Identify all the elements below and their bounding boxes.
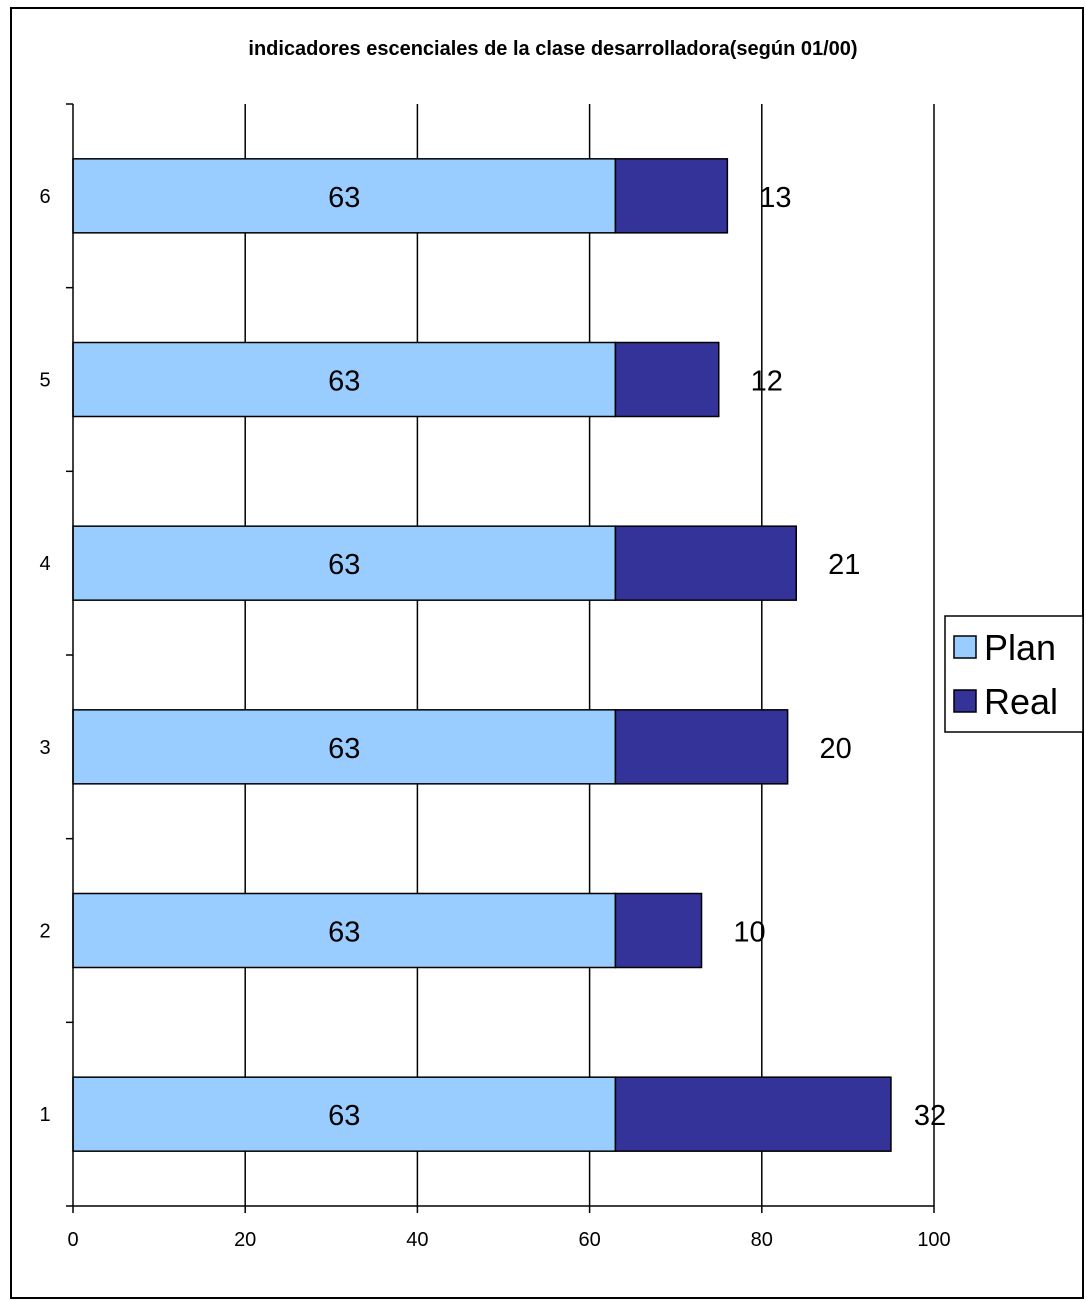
bar-plan-3 — [72, 709, 617, 785]
legend-swatch-real — [953, 689, 977, 713]
chart-title: indicadores escenciales de la clase desa… — [248, 38, 857, 60]
gridlines — [244, 104, 935, 1206]
data-label-plan-1: 63 — [328, 1100, 360, 1132]
data-label-real-1: 32 — [914, 1100, 946, 1132]
bar-real-2 — [614, 892, 703, 969]
data-label-plan-6: 63 — [328, 182, 360, 214]
legend: Plan Real — [944, 615, 1084, 733]
bar-real-3 — [614, 709, 789, 785]
data-label-plan-2: 63 — [328, 917, 360, 949]
x-tick-label: 20 — [234, 1229, 256, 1251]
bar-real-5 — [614, 341, 720, 418]
y-tick-label: 6 — [39, 186, 50, 208]
legend-label-real: Real — [984, 681, 1058, 722]
data-label-real-6: 13 — [759, 182, 791, 214]
data-label-plan-4: 63 — [328, 549, 360, 581]
y-tick-label: 2 — [39, 921, 50, 943]
bar-real-1 — [614, 1076, 892, 1152]
bar-real-6 — [614, 158, 729, 234]
x-tick-label: 60 — [578, 1229, 600, 1251]
bar-real-4 — [614, 525, 797, 601]
bar-plan-2 — [72, 892, 617, 969]
y-tick-label: 5 — [39, 370, 50, 392]
data-labels: 63 32 63 10 63 20 63 21 63 12 63 13 — [328, 182, 946, 1132]
plot-area — [73, 104, 934, 1206]
x-tick-label: 100 — [917, 1229, 950, 1251]
y-tick-label: 3 — [39, 737, 50, 759]
y-tick-label: 4 — [39, 553, 50, 575]
y-tick-label: 1 — [39, 1104, 50, 1126]
data-label-plan-5: 63 — [328, 366, 360, 398]
x-tick-label: 40 — [406, 1229, 428, 1251]
data-label-real-2: 10 — [733, 917, 765, 949]
legend-swatch-plan — [953, 635, 977, 659]
data-label-plan-3: 63 — [328, 733, 360, 765]
legend-label-plan: Plan — [984, 627, 1056, 668]
data-label-real-4: 21 — [828, 549, 860, 581]
bar-plan-5 — [72, 341, 617, 418]
data-label-real-3: 20 — [819, 733, 851, 765]
x-tick-label: 80 — [751, 1229, 773, 1251]
data-label-real-5: 12 — [751, 366, 783, 398]
x-tick-label: 0 — [67, 1229, 78, 1251]
